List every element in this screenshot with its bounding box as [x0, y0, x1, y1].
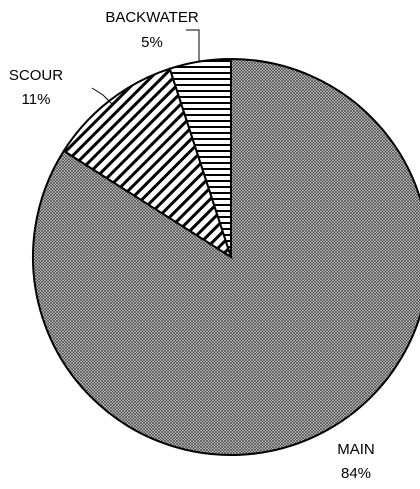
slice-label: BACKWATER: [105, 9, 199, 26]
slice-label: MAIN: [337, 441, 375, 458]
leader-line: [91, 87, 114, 106]
slice-value-label: 84%: [341, 465, 371, 482]
pie-slice: [62, 67, 233, 260]
slice-value-label: 11%: [22, 91, 51, 108]
pie-slice: [168, 57, 232, 258]
slice-value-label: 5%: [141, 34, 163, 51]
leader-line: [186, 29, 200, 62]
slice-label: SCOUR: [9, 67, 63, 84]
pie-slice: [32, 57, 420, 456]
